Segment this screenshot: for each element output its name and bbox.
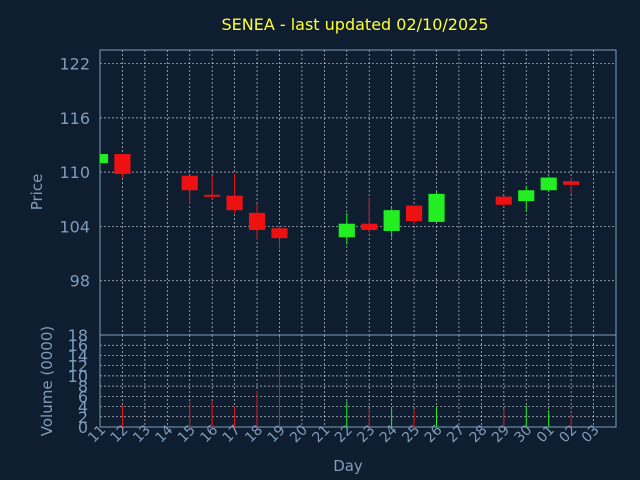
volume-tick-label: 10 xyxy=(68,367,88,386)
price-tick-label: 116 xyxy=(59,109,90,128)
price-gridlines xyxy=(100,50,616,335)
price-axis-label: Price xyxy=(28,174,46,211)
price-tick-label: 122 xyxy=(59,55,90,74)
volume-panel-frame xyxy=(99,334,617,428)
day-tick-label: 14 xyxy=(153,422,177,446)
candle xyxy=(181,175,198,204)
candle-body xyxy=(428,193,445,222)
price-tick-label: 104 xyxy=(59,217,90,236)
day-tick-label: 21 xyxy=(310,422,334,446)
day-tick-label: 28 xyxy=(467,422,491,446)
day-axis-ticks: 1112131415161718192021222324252627282930… xyxy=(85,422,602,446)
candle xyxy=(518,185,535,212)
candle xyxy=(495,196,512,207)
candle xyxy=(204,175,221,200)
day-tick-label: 15 xyxy=(175,422,199,446)
day-tick-label: 13 xyxy=(130,422,154,446)
day-axis-label: Day xyxy=(333,457,363,475)
candle-body xyxy=(271,228,288,239)
candle-body xyxy=(361,223,378,231)
day-tick-label: 23 xyxy=(354,422,378,446)
day-tick-label: 16 xyxy=(197,422,221,446)
volume-axis-label: Volume (0000) xyxy=(38,326,56,436)
day-tick-label: 22 xyxy=(332,422,356,446)
volume-tick-label: 0 xyxy=(78,418,88,437)
candle-body xyxy=(518,190,535,202)
candle-body xyxy=(406,205,423,221)
price-panel-frame xyxy=(99,49,617,336)
day-tick-label: 25 xyxy=(399,422,423,446)
candle xyxy=(99,154,109,165)
volume-bars xyxy=(121,337,572,427)
volume-tick-label: 12 xyxy=(68,357,88,376)
candle-body xyxy=(100,154,109,164)
candle xyxy=(248,203,266,240)
candle-body xyxy=(383,210,400,231)
candle xyxy=(428,192,445,222)
day-tick-label: 11 xyxy=(85,422,109,446)
day-tick-label: 19 xyxy=(265,422,289,446)
price-tick-label: 98 xyxy=(70,272,90,291)
candle xyxy=(338,212,355,245)
day-tick-label: 02 xyxy=(556,422,580,446)
candle-body xyxy=(495,196,512,205)
day-tick-label: 24 xyxy=(377,422,401,446)
candlesticks xyxy=(99,154,580,250)
candle-body xyxy=(540,177,557,191)
candle xyxy=(563,177,580,194)
candle xyxy=(406,205,423,225)
day-tick-label: 17 xyxy=(220,422,244,446)
candle xyxy=(540,176,557,193)
volume-tick-label: 14 xyxy=(68,346,88,365)
day-tick-label: 03 xyxy=(579,422,603,446)
chart-title: SENEA - last updated 02/10/2025 xyxy=(221,15,488,34)
candle-body xyxy=(114,154,131,174)
candle-body xyxy=(248,212,266,231)
volume-tick-label: 4 xyxy=(78,398,88,417)
day-tick-label: 29 xyxy=(489,422,513,446)
day-tick-label: 12 xyxy=(108,422,132,446)
day-tick-label: 27 xyxy=(444,422,468,446)
volume-tick-label: 6 xyxy=(78,387,88,406)
day-tick-label: 20 xyxy=(287,422,311,446)
volume-tick-label: 8 xyxy=(78,377,88,396)
volume-gridlines xyxy=(100,335,616,427)
day-tick-label: 18 xyxy=(242,422,266,446)
candle-body xyxy=(563,181,580,185)
candle xyxy=(271,226,288,250)
price-tick-label: 110 xyxy=(59,163,90,182)
price-axis-ticks: 98 104 110 116 122 xyxy=(59,55,90,291)
candle xyxy=(114,154,131,178)
candle-body xyxy=(338,223,355,238)
candle-body xyxy=(181,175,198,191)
day-tick-label: 01 xyxy=(534,422,558,446)
candle xyxy=(226,173,243,213)
day-tick-label: 30 xyxy=(511,422,535,446)
volume-tick-label: 18 xyxy=(68,326,88,345)
candle xyxy=(383,208,400,238)
volume-tick-label: 2 xyxy=(78,408,88,427)
volume-tick-label: 16 xyxy=(68,336,88,355)
candle-body xyxy=(226,195,243,211)
candle xyxy=(361,197,378,233)
day-tick-label: 26 xyxy=(422,422,446,446)
candle-body xyxy=(204,194,221,197)
